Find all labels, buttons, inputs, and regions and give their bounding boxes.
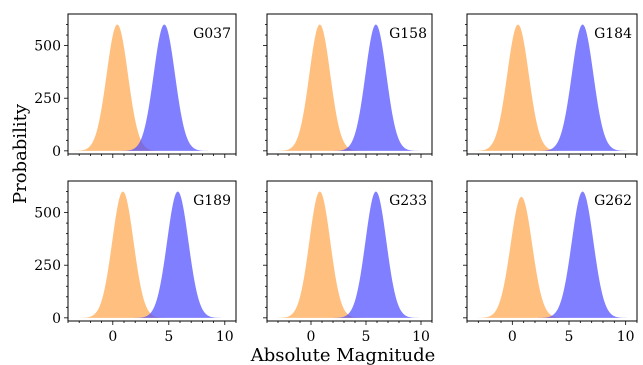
orange-distribution bbox=[72, 24, 162, 151]
panels-group: 0 250 500 G037 G158 G184 0 250 500 0 5 10 G189 0 5 10 G2… bbox=[34, 13, 638, 345]
y-tick-label: 250 bbox=[34, 258, 61, 274]
y-axis-label: Probability bbox=[10, 103, 31, 204]
panel-G158: G158 bbox=[263, 13, 433, 158]
orange-distribution bbox=[78, 191, 168, 318]
panel-label: G158 bbox=[389, 26, 427, 42]
panel-G262: 0 5 10 G262 bbox=[463, 180, 638, 345]
panel-frame bbox=[67, 180, 237, 322]
panel-background bbox=[68, 181, 236, 321]
panel-label: G233 bbox=[389, 193, 427, 209]
orange-distribution bbox=[472, 24, 564, 151]
panel-frame bbox=[466, 13, 638, 155]
panel-G037: 0 250 500 G037 bbox=[34, 13, 237, 160]
x-tick-label: 10 bbox=[216, 329, 234, 345]
panel-G189: 0 250 500 0 5 10 G189 bbox=[34, 180, 237, 345]
x-axis-label: Absolute Magnitude bbox=[250, 345, 436, 365]
blue-distribution bbox=[537, 191, 628, 318]
panel-frame bbox=[466, 180, 638, 322]
panel-background bbox=[267, 181, 432, 321]
panel-G233: 0 5 10 G233 bbox=[263, 180, 433, 345]
x-tick-label: 5 bbox=[164, 329, 173, 345]
panel-label: G262 bbox=[594, 193, 632, 209]
x-tick-label: 0 bbox=[307, 329, 316, 345]
x-tick-label: 0 bbox=[508, 329, 517, 345]
blue-distribution bbox=[332, 191, 420, 318]
orange-distribution bbox=[275, 191, 364, 318]
panel-label: G189 bbox=[193, 193, 231, 209]
panel-G184: G184 bbox=[463, 13, 638, 158]
x-tick-label: 10 bbox=[412, 329, 430, 345]
panel-frame bbox=[266, 13, 433, 155]
x-tick-label: 0 bbox=[108, 329, 117, 345]
blue-distribution bbox=[332, 24, 420, 151]
blue-distribution bbox=[119, 24, 210, 151]
orange-distribution bbox=[476, 196, 567, 318]
panel-frame bbox=[67, 13, 237, 155]
x-tick-label: 5 bbox=[362, 329, 371, 345]
y-tick-label: 250 bbox=[34, 91, 61, 107]
panel-background bbox=[467, 14, 637, 154]
x-tick-label: 5 bbox=[565, 329, 574, 345]
blue-distribution bbox=[133, 191, 223, 318]
y-tick-label: 500 bbox=[34, 39, 61, 55]
y-tick-label: 500 bbox=[34, 206, 61, 222]
orange-distribution bbox=[275, 24, 364, 151]
panel-label: G184 bbox=[594, 26, 632, 42]
panel-background bbox=[267, 14, 432, 154]
blue-distribution bbox=[537, 24, 628, 151]
x-tick-label: 10 bbox=[617, 329, 635, 345]
panel-background bbox=[467, 181, 637, 321]
panel-frame bbox=[266, 180, 433, 322]
panel-label: G037 bbox=[193, 26, 231, 42]
y-tick-label: 0 bbox=[52, 144, 61, 160]
y-tick-label: 0 bbox=[52, 311, 61, 327]
